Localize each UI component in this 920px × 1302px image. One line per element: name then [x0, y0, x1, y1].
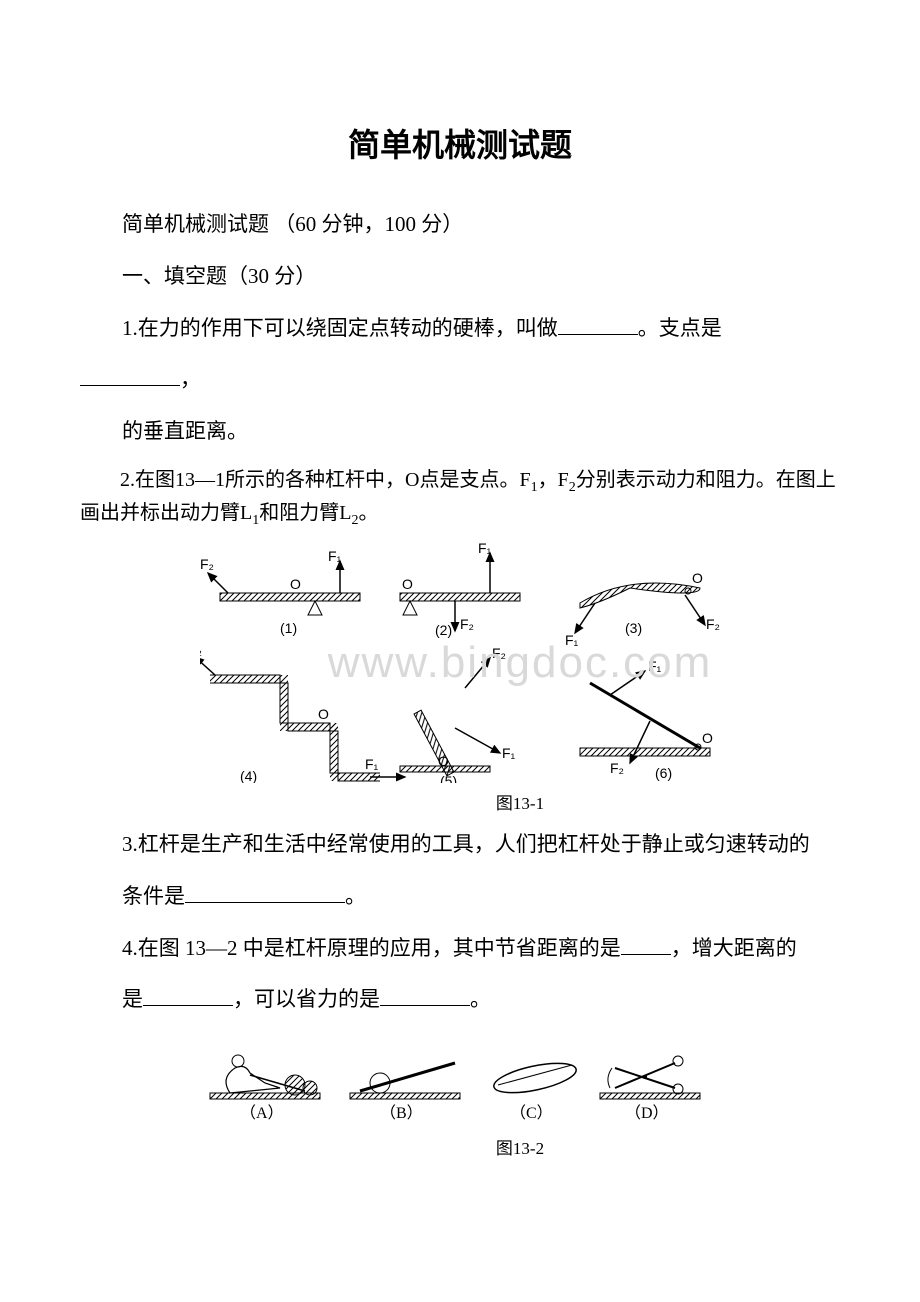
label-f2: F₂ [492, 645, 506, 661]
question-1-line2: 的垂直距离。 [80, 413, 840, 451]
svg-text:O: O [702, 730, 713, 746]
q2-d: 和阻力臂L [259, 502, 351, 524]
q2-a: 2.在图13—1所示的各种杠杆中，O点是支点。F [120, 469, 531, 491]
blank [80, 365, 180, 386]
label-n6: (6) [655, 765, 672, 781]
question-2: 2.在图13—1所示的各种杠杆中，O点是支点。F1，F2分别表示动力和阻力。在图… [80, 465, 840, 531]
intro-line: 简单机械测试题 （60 分钟，100 分） [80, 206, 840, 244]
q4-c: 是 [122, 987, 143, 1011]
label-n1: (1) [280, 620, 297, 636]
svg-text:O: O [290, 576, 301, 592]
section-heading: 一、填空题（30 分） [80, 258, 840, 296]
label-f1: F₁ [365, 756, 379, 772]
label-a: （A） [240, 1104, 284, 1122]
q3-c: 。 [345, 884, 366, 908]
question-3-line1: 3.杠杆是生产和生活中经常使用的工具，人们把杠杆处于静止或匀速转动的 [80, 826, 840, 864]
blank [380, 985, 470, 1006]
label-f1: F₁ [502, 745, 516, 761]
figure-13-2-svg: （A） （B） （C） [200, 1033, 720, 1128]
svg-text:O: O [318, 706, 329, 722]
label-f1: F₁ [328, 548, 342, 564]
q4-e: 。 [470, 987, 491, 1011]
label-n5: (5) [440, 773, 457, 783]
label-n4: (4) [240, 768, 257, 783]
label-b: （B） [380, 1104, 423, 1122]
figure-13-1: www.bingdoc.com O F₁ F₂ [200, 543, 840, 814]
page-title: 简单机械测试题 [80, 120, 840, 166]
label-f2: F₂ [200, 642, 202, 658]
label-f2: F₂ [200, 556, 214, 572]
label-f2: F₂ [610, 760, 624, 776]
question-1-line1b: ， [80, 361, 840, 399]
q2-e: 。 [358, 502, 378, 524]
question-1-line1: 1.在力的作用下可以绕固定点转动的硬棒，叫做 。支点是 [80, 310, 840, 348]
label-c: （C） [510, 1104, 553, 1122]
q3-b: 条件是 [122, 884, 185, 908]
subscript: 2 [569, 480, 576, 495]
figure-13-2-caption: 图13-2 [200, 1134, 840, 1159]
label-f2: F₂ [460, 616, 474, 632]
q2-b: ，F [538, 469, 569, 491]
blank [621, 934, 671, 955]
q4-d: ，可以省力的是 [233, 987, 380, 1011]
q1-text-a: 1.在力的作用下可以绕固定点转动的硬棒，叫做 [122, 316, 558, 340]
q4-b: ，增大距离的 [671, 936, 797, 960]
question-4-line1: 4.在图 13—2 中是杠杆原理的应用，其中节省距离的是 ，增大距离的 [80, 930, 840, 968]
label-f1: F₁ [648, 658, 662, 674]
label-d: （D） [625, 1104, 669, 1122]
label-f1: F₁ [565, 632, 579, 648]
blank [558, 314, 638, 335]
label-f1: F₁ [478, 543, 492, 556]
q1-text-b: 。支点是 [638, 316, 722, 340]
question-3-line2: 条件是 。 [80, 878, 840, 916]
figure-13-2: （A） （B） （C） [200, 1033, 840, 1159]
svg-text:O: O [692, 570, 703, 586]
svg-text:O: O [402, 576, 413, 592]
blank [185, 882, 345, 903]
question-4-line2: 是 ，可以省力的是 。 [80, 981, 840, 1019]
label-n2: (2) [435, 622, 452, 638]
figure-13-1-svg: O F₁ F₂ (1) O F₁ F₂ (2) [200, 543, 730, 783]
label-n3: (3) [625, 620, 642, 636]
figure-13-1-caption: 图13-1 [200, 789, 840, 814]
q4-a: 4.在图 13—2 中是杠杆原理的应用，其中节省距离的是 [122, 936, 621, 960]
svg-text:O: O [438, 753, 449, 769]
q1-text-c: ， [180, 367, 201, 391]
blank [143, 985, 233, 1006]
label-f2: F₂ [706, 616, 720, 632]
subscript: 1 [531, 480, 538, 495]
